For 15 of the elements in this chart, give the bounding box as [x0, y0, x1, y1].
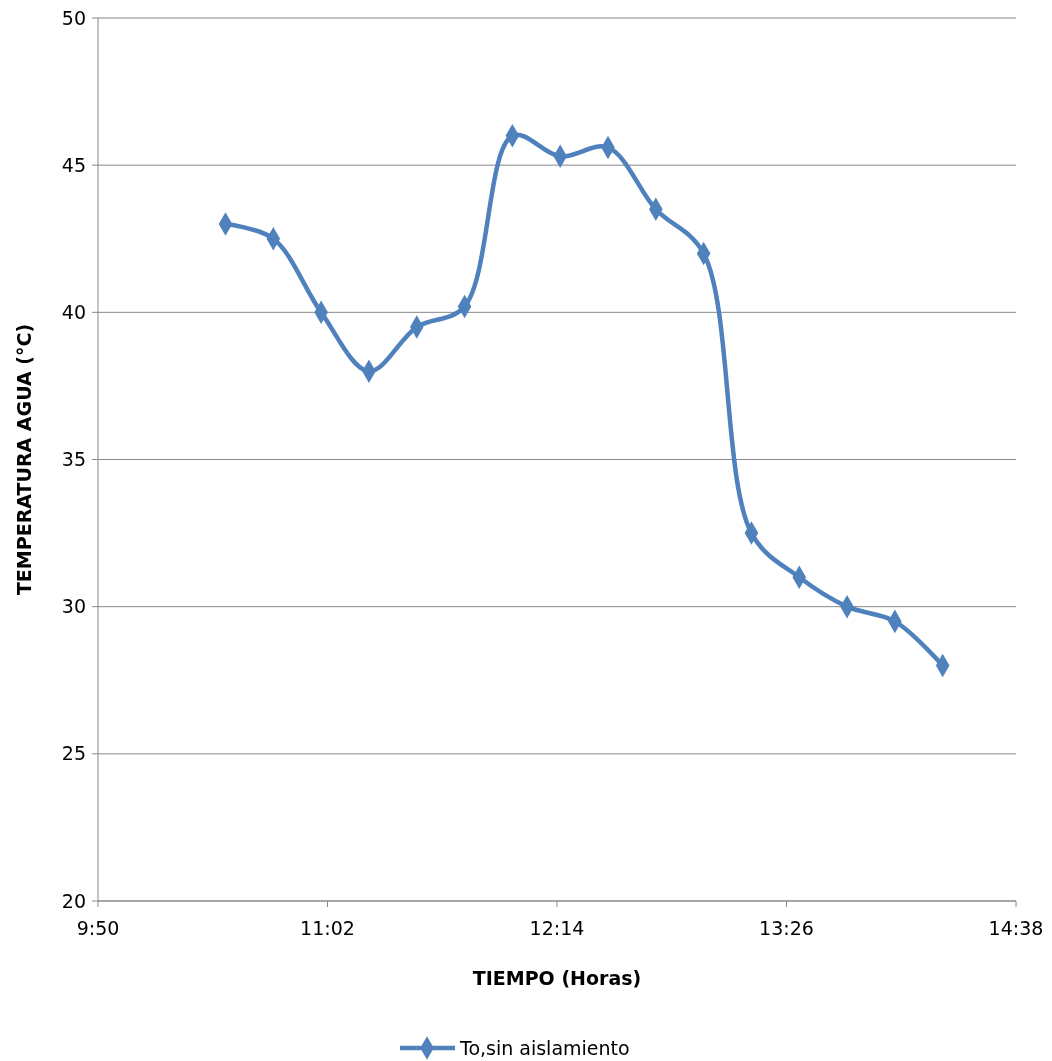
x-tick-label: 12:14 — [529, 917, 585, 939]
y-tick-label: 40 — [61, 300, 86, 323]
x-tick-label: 9:50 — [76, 917, 120, 939]
y-axis-title: TEMPERATURA AGUA (°C) — [13, 323, 35, 596]
x-tick-label: 14:38 — [988, 917, 1044, 939]
legend-label: To,sin aislamiento — [459, 1036, 630, 1059]
y-tick-label: 20 — [61, 889, 86, 912]
x-axis-title: TIEMPO (Horas) — [472, 967, 642, 989]
x-tick-label: 11:02 — [300, 917, 355, 939]
y-tick-label: 50 — [61, 6, 86, 29]
y-tick-label: 45 — [61, 153, 86, 176]
y-tick-label: 35 — [61, 448, 86, 471]
x-tick-label: 13:26 — [759, 917, 814, 939]
y-tick-label: 25 — [61, 742, 86, 765]
y-tick-label: 30 — [61, 595, 86, 618]
